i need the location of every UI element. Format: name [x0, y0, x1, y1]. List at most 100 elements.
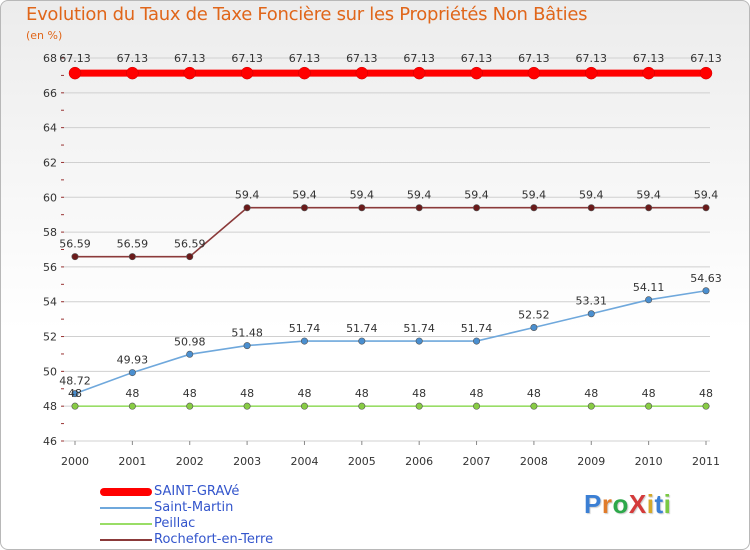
legend-label-saint-martin: Saint-Martin [154, 500, 234, 515]
data-label-rochefort-en-terre-2008: 59.4 [522, 189, 547, 202]
data-label-peillac-2003: 48 [240, 387, 254, 400]
x-tick-label-2006: 2006 [405, 455, 433, 468]
y-tick-label-68: 68 [43, 52, 57, 65]
data-point-rochefort-en-terre-2003 [243, 204, 251, 212]
x-tick-label-2001: 2001 [118, 455, 146, 468]
x-tick-label-2004: 2004 [290, 455, 318, 468]
data-point-rochefort-en-terre-2007 [473, 204, 481, 212]
data-label-peillac-2009: 48 [584, 387, 598, 400]
data-point-saint-martin-2001 [128, 369, 136, 377]
data-point-saint-martin-2005 [358, 337, 366, 345]
x-tick-label-2008: 2008 [520, 455, 548, 468]
y-tick-label-64: 64 [43, 122, 57, 135]
x-tick-label-2005: 2005 [348, 455, 376, 468]
data-label-rochefort-en-terre-2011: 59.4 [694, 189, 719, 202]
data-point-saint-martin-2004 [300, 337, 308, 345]
y-tick-label-56: 56 [43, 261, 57, 274]
data-label-peillac-2007: 48 [470, 387, 484, 400]
proxiti-logo: ProXiti [584, 489, 672, 519]
data-point-saint-martin-2003 [243, 342, 251, 350]
data-point-peillac-2007 [473, 402, 481, 410]
data-point-peillac-2011 [702, 402, 710, 410]
x-tick-label-2003: 2003 [233, 455, 261, 468]
data-label-saint-grav--2004: 67.13 [289, 52, 321, 65]
data-label-saint-martin-2010: 54.11 [633, 281, 665, 294]
series-line-rochefort-en-terre [75, 206, 706, 258]
legend-swatch-rochefort-en-terre [100, 539, 152, 541]
data-point-saint-grav--2000 [68, 66, 82, 80]
data-label-saint-grav--2001: 67.13 [117, 52, 149, 65]
data-point-rochefort-en-terre-2005 [358, 204, 366, 212]
data-label-saint-martin-2003: 51.48 [231, 327, 263, 340]
data-point-saint-martin-2011 [702, 287, 710, 295]
data-label-saint-grav--2011: 67.13 [690, 52, 722, 65]
legend-label-peillac: Peillac [154, 516, 196, 531]
y-tick-label-62: 62 [43, 156, 57, 169]
data-point-rochefort-en-terre-2004 [300, 204, 308, 212]
data-label-rochefort-en-terre-2002: 56.59 [174, 238, 206, 251]
data-label-peillac-2008: 48 [527, 387, 541, 400]
x-tick-label-2000: 2000 [61, 455, 89, 468]
data-point-saint-grav--2008 [527, 66, 541, 80]
data-point-saint-grav--2009 [585, 66, 598, 80]
data-point-saint-grav--2004 [298, 66, 311, 80]
data-point-saint-martin-2010 [645, 296, 653, 304]
data-label-saint-grav--2003: 67.13 [231, 52, 263, 65]
data-point-rochefort-en-terre-2008 [530, 204, 538, 212]
series-line-saint-martin [74, 289, 707, 395]
legend-label-rochefort-en-terre: Rochefort-en-Terre [154, 532, 274, 547]
y-tick-label-58: 58 [43, 226, 57, 239]
x-tick-label-2007: 2007 [463, 455, 491, 468]
data-label-rochefort-en-terre-2010: 59.4 [636, 189, 661, 202]
data-point-peillac-2002 [186, 402, 194, 410]
data-point-saint-grav--2011 [699, 66, 713, 80]
data-label-saint-martin-2004: 51.74 [289, 322, 321, 335]
data-point-saint-martin-2006 [415, 337, 423, 345]
data-point-peillac-2003 [243, 402, 251, 410]
data-point-saint-grav--2003 [240, 66, 254, 80]
data-point-peillac-2001 [128, 402, 136, 410]
data-point-peillac-2005 [358, 402, 366, 410]
data-label-saint-grav--2005: 67.13 [346, 52, 378, 65]
data-label-rochefort-en-terre-2006: 59.4 [407, 189, 432, 202]
y-tick-label-60: 60 [43, 191, 57, 204]
data-point-saint-grav--2007 [470, 66, 483, 80]
data-point-saint-martin-2007 [473, 337, 481, 345]
data-label-rochefort-en-terre-2001: 56.59 [117, 238, 149, 251]
data-point-rochefort-en-terre-2006 [415, 204, 423, 212]
data-label-saint-martin-2001: 49.93 [117, 354, 149, 367]
data-point-saint-martin-2008 [530, 323, 538, 331]
data-label-peillac-2005: 48 [355, 387, 369, 400]
data-point-saint-grav--2006 [412, 66, 426, 80]
y-axis-unit-label: (en %) [26, 29, 63, 42]
data-label-saint-grav--2008: 67.13 [518, 52, 550, 65]
data-point-peillac-2004 [300, 402, 308, 410]
data-label-saint-martin-2011: 54.63 [690, 272, 722, 285]
data-label-rochefort-en-terre-2003: 59.4 [235, 189, 260, 202]
data-point-saint-grav--2001 [126, 66, 139, 80]
x-tick-label-2011: 2011 [692, 455, 720, 468]
legend-swatch-saint-grav- [100, 488, 152, 496]
data-label-saint-martin-2009: 53.31 [576, 295, 608, 308]
data-label-rochefort-en-terre-2005: 59.4 [350, 189, 375, 202]
legend-swatch-saint-martin [100, 507, 152, 509]
chart-title: Evolution du Taux de Taxe Foncière sur l… [26, 4, 588, 25]
data-point-rochefort-en-terre-2010 [645, 204, 653, 212]
data-label-saint-martin-2005: 51.74 [346, 322, 378, 335]
y-tick-label-54: 54 [43, 296, 57, 309]
data-point-saint-martin-2009 [587, 310, 595, 318]
data-label-saint-grav--2009: 67.13 [576, 52, 608, 65]
data-point-peillac-2006 [415, 402, 423, 410]
data-label-rochefort-en-terre-2000: 56.59 [59, 238, 91, 251]
data-label-saint-martin-2000: 48.72 [59, 375, 91, 388]
y-tick-label-52: 52 [43, 331, 57, 344]
x-tick-label-2002: 2002 [176, 455, 204, 468]
legend-label-saint-grav-: SAINT-GRAVé [154, 484, 240, 499]
data-point-saint-grav--2010 [642, 66, 655, 80]
y-tick-label-66: 66 [43, 87, 57, 100]
data-point-rochefort-en-terre-2002 [186, 253, 194, 261]
data-point-rochefort-en-terre-2009 [587, 204, 595, 212]
y-tick-label-48: 48 [43, 400, 57, 413]
data-label-peillac-2010: 48 [642, 387, 656, 400]
